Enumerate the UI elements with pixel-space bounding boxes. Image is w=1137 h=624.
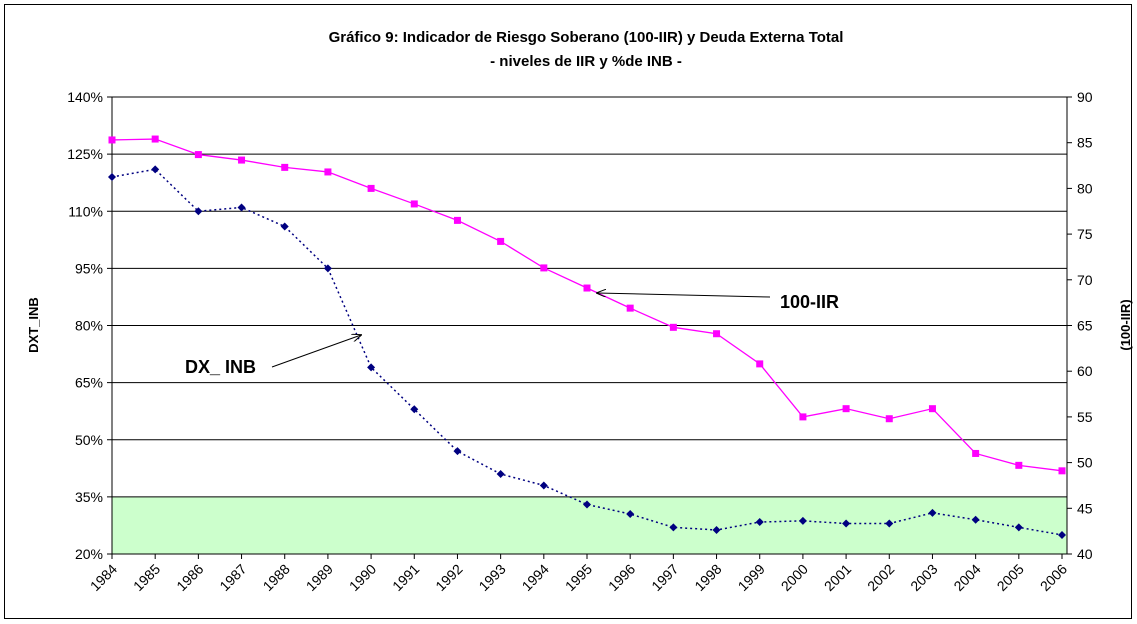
square-marker — [1058, 467, 1066, 475]
square-marker — [194, 151, 202, 159]
square-marker — [238, 156, 246, 164]
y2-tick-label: 50 — [1077, 455, 1093, 471]
y-tick-label: 50% — [75, 432, 103, 448]
square-marker — [669, 323, 677, 331]
diamond-marker — [453, 447, 462, 456]
diamond-marker — [669, 523, 678, 532]
diamond-marker — [410, 405, 419, 414]
y-tick-label: 125% — [67, 146, 103, 162]
annotation-arrow — [271, 335, 361, 368]
square-marker — [281, 163, 289, 171]
y2-tick-label: 65 — [1077, 318, 1093, 334]
square-marker — [410, 200, 418, 208]
diamond-marker — [798, 516, 807, 525]
square-marker — [583, 284, 591, 292]
diamond-marker — [496, 470, 505, 479]
diamond-marker — [367, 363, 376, 372]
y2-axis-label: (100-IIR) — [1118, 299, 1133, 350]
y-tick-label: 95% — [75, 260, 103, 276]
y2-tick-label: 45 — [1077, 500, 1093, 516]
square-marker — [885, 415, 893, 423]
y2-tick-label: 90 — [1077, 89, 1093, 105]
y-tick-label: 65% — [75, 375, 103, 391]
y-tick-label: 35% — [75, 489, 103, 505]
y-axis-label: DXT_INB — [26, 297, 41, 353]
square-marker — [108, 136, 116, 144]
diamond-marker — [539, 481, 548, 490]
diamond-marker — [712, 526, 721, 535]
diamond-marker — [280, 222, 289, 231]
y2-tick-label: 60 — [1077, 363, 1093, 379]
diamond-marker — [583, 500, 591, 509]
square-marker — [972, 449, 980, 457]
y-tick-label: 80% — [75, 318, 103, 334]
diamond-marker — [1058, 530, 1066, 539]
chart-title: Gráfico 9: Indicador de Riesgo Soberano … — [329, 29, 844, 46]
square-marker — [367, 184, 375, 192]
square-marker — [842, 405, 850, 413]
plot-border — [111, 96, 1068, 555]
series-annotation: DX_ INB — [185, 357, 256, 377]
diamond-marker — [928, 508, 937, 517]
y2-tick-label: 75 — [1077, 226, 1093, 242]
annotation-arrow — [597, 293, 771, 298]
y-tick-label: 140% — [67, 89, 103, 105]
square-marker — [756, 360, 764, 368]
y-tick-label: 110% — [68, 203, 103, 219]
y2-tick-label: 85 — [1077, 135, 1093, 151]
y2-tick-label: 80 — [1077, 180, 1093, 196]
diamond-marker — [885, 519, 894, 528]
diamond-marker — [842, 519, 851, 528]
diamond-marker — [108, 172, 116, 181]
background-layer — [107, 96, 1072, 559]
diamond-marker — [194, 207, 203, 216]
y2-tick-label: 55 — [1077, 409, 1093, 425]
square-marker — [324, 168, 332, 176]
y2-tick-label: 70 — [1077, 272, 1093, 288]
diamond-marker — [1014, 523, 1023, 532]
y-tick-label: 20% — [75, 546, 103, 562]
diamond-marker — [755, 518, 764, 527]
diamond-marker — [323, 264, 332, 273]
square-marker — [453, 216, 461, 224]
square-marker — [497, 237, 505, 245]
shaded-band — [112, 496, 1067, 554]
series-annotation: 100-IIR — [780, 292, 839, 312]
square-marker — [540, 264, 548, 272]
square-marker — [1015, 461, 1023, 469]
diamond-marker — [151, 165, 160, 174]
diamond-marker — [971, 515, 980, 524]
diamond-marker — [237, 203, 246, 212]
square-marker — [626, 304, 634, 312]
diamond-marker — [626, 510, 635, 519]
chart-subtitle: - niveles de IIR y %de INB - — [490, 53, 682, 70]
square-marker — [799, 413, 807, 421]
y2-tick-label: 40 — [1077, 546, 1093, 562]
square-marker — [151, 135, 159, 143]
square-marker — [713, 330, 721, 338]
square-marker — [928, 405, 936, 413]
